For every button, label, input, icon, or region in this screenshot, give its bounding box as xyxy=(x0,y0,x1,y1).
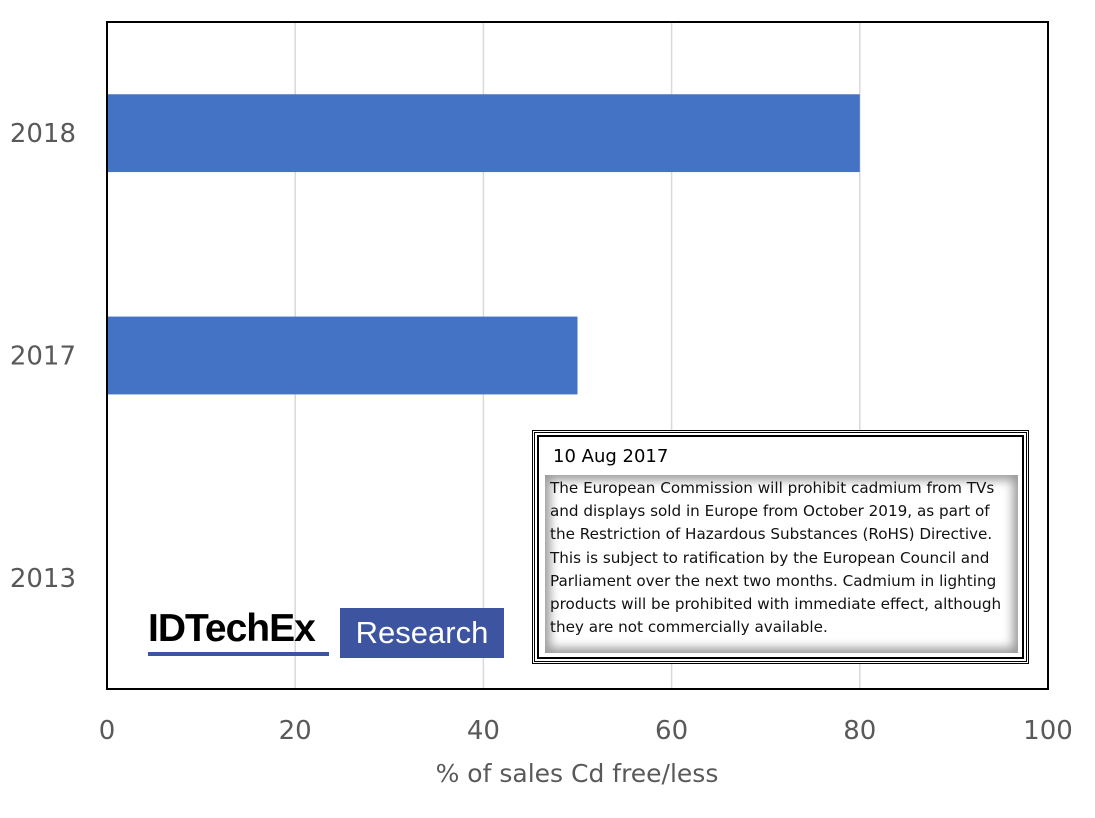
x-axis-title: % of sales Cd free/less xyxy=(436,759,719,788)
bar-2017 xyxy=(107,316,578,395)
idtechex-logo: IDTechEx Research xyxy=(148,606,504,658)
y-category-label: 2018 xyxy=(10,119,76,149)
annotation-text: The European Commission will prohibit ca… xyxy=(545,475,1018,653)
x-tick-label: 80 xyxy=(843,716,876,746)
x-tick-label: 40 xyxy=(467,716,500,746)
y-category-label: 2017 xyxy=(10,342,76,372)
plot-frame xyxy=(106,21,1049,690)
x-tick-label: 60 xyxy=(655,716,688,746)
x-tick-label: 0 xyxy=(99,716,116,746)
logo-brand-text: IDTechEx xyxy=(148,607,316,650)
y-category-labels: 2018 2017 2013 xyxy=(10,119,76,594)
annotation-box: 10 Aug 2017 The European Commission will… xyxy=(532,430,1029,664)
x-tick-labels: 0 20 40 60 80 100 xyxy=(99,716,1073,746)
logo-research-badge: Research xyxy=(340,608,504,658)
bars xyxy=(107,94,860,395)
y-category-label: 2013 xyxy=(10,564,76,594)
logo-underline xyxy=(148,652,329,656)
x-tick-label: 20 xyxy=(279,716,312,746)
x-tick-label: 100 xyxy=(1023,716,1073,746)
annotation-date: 10 Aug 2017 xyxy=(553,446,669,467)
bar-2018 xyxy=(107,94,860,173)
